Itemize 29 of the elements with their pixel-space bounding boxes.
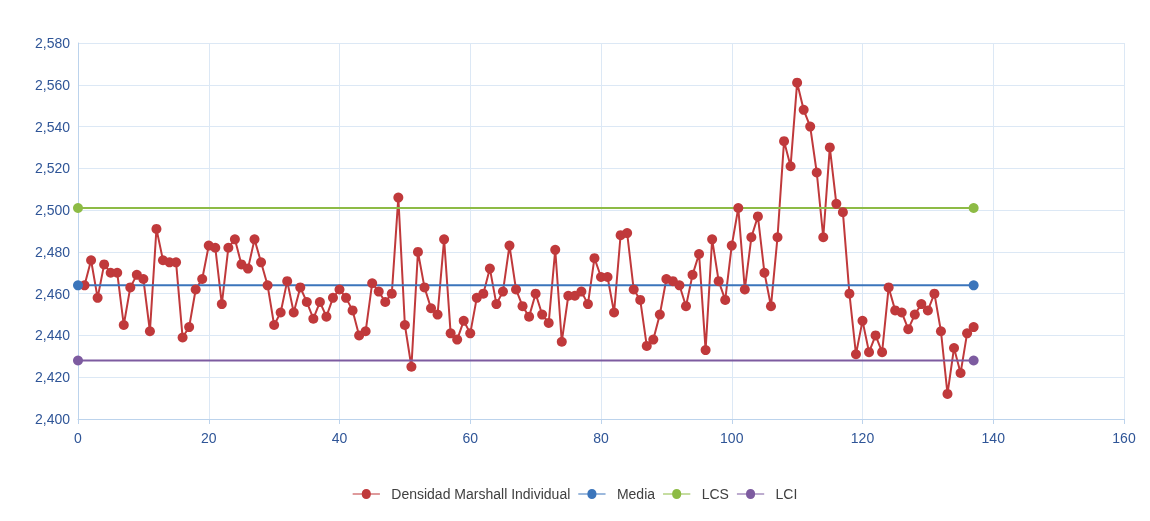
point [73, 355, 83, 366]
point [73, 280, 83, 291]
legend-label: Densidad Marshall Individual [391, 486, 571, 502]
x-tick-label: 20 [200, 430, 217, 446]
y-tick-label: 2,560 [34, 76, 71, 93]
point [968, 280, 979, 291]
x-tick-label: 0 [74, 430, 83, 446]
x-tick-label: 80 [593, 430, 609, 446]
point [968, 355, 979, 366]
x-tick-label: 100 [720, 430, 744, 446]
y-tick-label: 2,500 [34, 202, 71, 219]
y-tick-label: 2,580 [34, 35, 71, 51]
x-tick-label: 140 [981, 430, 1006, 446]
y-tick-label: 2,400 [34, 411, 71, 427]
y-tick-label: 2,420 [34, 369, 71, 386]
y-tick-label: 2,440 [34, 327, 71, 344]
y-tick-label: 2,520 [34, 160, 71, 177]
legend-label: LCS [701, 486, 729, 502]
point [968, 203, 979, 214]
y-tick-label: 2,460 [34, 285, 71, 302]
legend-label: Media [616, 486, 656, 502]
x-tick-label: 40 [331, 430, 348, 446]
x-tick-label: 160 [1112, 430, 1136, 446]
point [73, 203, 83, 214]
y-tick-label: 2,540 [34, 118, 71, 135]
y-tick-label: 2,480 [34, 243, 71, 260]
legend-label: LCI [775, 486, 798, 502]
x-tick-label: 120 [850, 430, 875, 446]
x-tick-label: 60 [462, 430, 479, 446]
